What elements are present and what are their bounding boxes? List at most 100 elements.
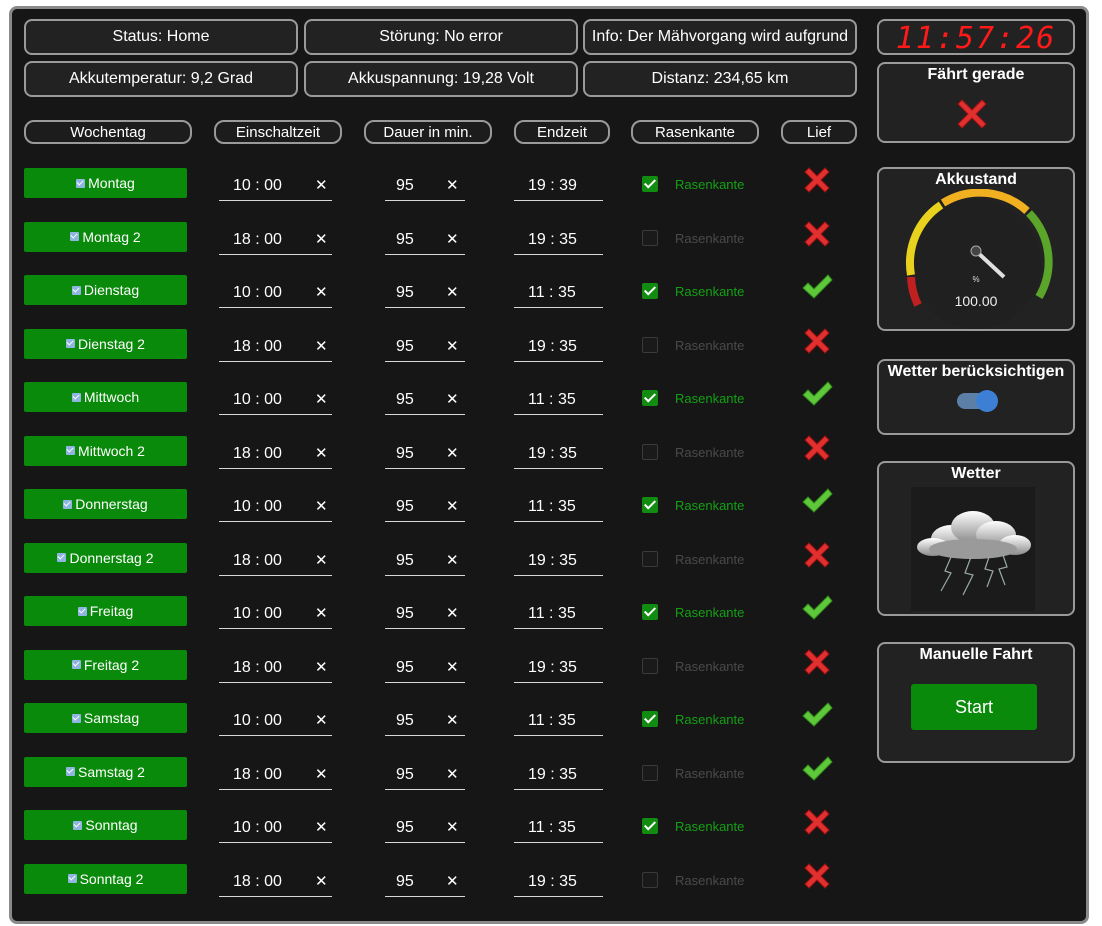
day-toggle-button[interactable]: Mittwoch 2	[24, 435, 187, 466]
clear-icon[interactable]: ✕	[446, 551, 459, 569]
clear-icon[interactable]: ✕	[446, 872, 459, 890]
clear-icon[interactable]: ✕	[315, 337, 328, 355]
clear-icon[interactable]: ✕	[446, 284, 459, 301]
duration-input[interactable]: 95 ✕	[385, 654, 465, 683]
end-time-input[interactable]: 11 : 35	[514, 493, 603, 522]
clear-icon[interactable]: ✕	[446, 391, 459, 408]
clear-icon[interactable]: ✕	[315, 819, 328, 836]
start-time-input[interactable]: 10 : 00 ✕	[219, 814, 332, 843]
clear-icon[interactable]: ✕	[315, 712, 328, 729]
clear-icon[interactable]: ✕	[315, 444, 328, 462]
duration-input[interactable]: 95 ✕	[385, 226, 465, 255]
rasenkante-checkbox[interactable]	[642, 657, 658, 674]
day-toggle-button[interactable]: Donnerstag 2	[24, 542, 187, 573]
rasenkante-checkbox[interactable]	[642, 818, 658, 834]
duration-input[interactable]: 95 ✕	[385, 279, 465, 308]
rasenkante-checkbox[interactable]	[642, 711, 658, 727]
end-time-input[interactable]: 11 : 35	[514, 707, 603, 736]
start-button[interactable]: Start	[911, 684, 1037, 730]
day-toggle-button[interactable]: Montag	[24, 168, 187, 198]
end-time-input[interactable]: 19 : 39	[514, 172, 603, 201]
duration-input[interactable]: 95 ✕	[385, 761, 465, 790]
clear-icon[interactable]: ✕	[315, 872, 328, 890]
end-time-input[interactable]: 19 : 35	[514, 761, 603, 790]
rasenkante-checkbox[interactable]	[642, 283, 658, 299]
start-time-input[interactable]: 10 : 00 ✕	[219, 493, 332, 522]
start-time-input[interactable]: 10 : 00 ✕	[219, 172, 332, 201]
duration-input[interactable]: 95 ✕	[385, 547, 465, 576]
duration-input[interactable]: 95 ✕	[385, 440, 465, 469]
duration-input[interactable]: 95 ✕	[385, 600, 465, 629]
duration-input[interactable]: 95 ✕	[385, 707, 465, 736]
clear-icon[interactable]: ✕	[446, 658, 459, 676]
start-time-input[interactable]: 18 : 00 ✕	[219, 761, 332, 790]
clear-icon[interactable]: ✕	[315, 605, 328, 622]
clear-icon[interactable]: ✕	[446, 230, 459, 248]
rasenkante-checkbox[interactable]	[642, 176, 658, 192]
clear-icon[interactable]: ✕	[446, 712, 459, 729]
rasenkante-checkbox[interactable]	[642, 550, 658, 567]
end-time-input[interactable]: 19 : 35	[514, 226, 603, 255]
end-time-input[interactable]: 19 : 35	[514, 440, 603, 469]
clear-icon[interactable]: ✕	[315, 498, 328, 515]
clear-icon[interactable]: ✕	[446, 498, 459, 515]
end-time-input[interactable]: 11 : 35	[514, 386, 603, 415]
rasenkante-checkbox[interactable]	[642, 764, 658, 781]
day-toggle-button[interactable]: Samstag 2	[24, 756, 187, 787]
day-toggle-button[interactable]: Sonntag 2	[24, 863, 187, 894]
day-toggle-button[interactable]: Mittwoch	[24, 382, 187, 412]
clear-icon[interactable]: ✕	[446, 444, 459, 462]
clear-icon[interactable]: ✕	[315, 551, 328, 569]
start-time-input[interactable]: 10 : 00 ✕	[219, 600, 332, 629]
clear-icon[interactable]: ✕	[446, 819, 459, 836]
rasenkante-checkbox[interactable]	[642, 336, 658, 353]
clear-icon[interactable]: ✕	[315, 284, 328, 301]
start-time-input[interactable]: 18 : 00 ✕	[219, 333, 332, 362]
rasenkante-checkbox[interactable]	[642, 604, 658, 620]
rasenkante-checkbox[interactable]	[642, 443, 658, 460]
duration-input[interactable]: 95 ✕	[385, 814, 465, 843]
end-time-input[interactable]: 11 : 35	[514, 600, 603, 629]
rasenkante-checkbox[interactable]	[642, 229, 658, 246]
duration-input[interactable]: 95 ✕	[385, 172, 465, 201]
start-time-input[interactable]: 18 : 00 ✕	[219, 440, 332, 469]
start-time-input[interactable]: 10 : 00 ✕	[219, 279, 332, 308]
end-time-input[interactable]: 19 : 35	[514, 333, 603, 362]
day-toggle-button[interactable]: Samstag	[24, 703, 187, 733]
duration-input[interactable]: 95 ✕	[385, 868, 465, 897]
clear-icon[interactable]: ✕	[446, 765, 459, 783]
day-toggle-button[interactable]: Montag 2	[24, 221, 187, 252]
clear-icon[interactable]: ✕	[315, 765, 328, 783]
day-toggle-button[interactable]: Freitag	[24, 596, 187, 626]
clear-icon[interactable]: ✕	[446, 337, 459, 355]
clear-icon[interactable]: ✕	[315, 230, 328, 248]
end-time-input[interactable]: 11 : 35	[514, 814, 603, 843]
start-time-input[interactable]: 18 : 00 ✕	[219, 226, 332, 255]
rasenkante-checkbox[interactable]	[642, 497, 658, 513]
day-toggle-button[interactable]: Dienstag 2	[24, 328, 187, 359]
duration-input[interactable]: 95 ✕	[385, 493, 465, 522]
clear-icon[interactable]: ✕	[446, 177, 459, 194]
clear-icon[interactable]: ✕	[315, 658, 328, 676]
start-time-input[interactable]: 18 : 00 ✕	[219, 868, 332, 897]
start-time-input[interactable]: 10 : 00 ✕	[219, 707, 332, 736]
clear-icon[interactable]: ✕	[315, 391, 328, 408]
day-toggle-button[interactable]: Freitag 2	[24, 649, 187, 680]
rasenkante-checkbox[interactable]	[642, 390, 658, 406]
end-time-input[interactable]: 19 : 35	[514, 547, 603, 576]
rasenkante-checkbox[interactable]	[642, 871, 658, 888]
duration-input[interactable]: 95 ✕	[385, 333, 465, 362]
day-toggle-button[interactable]: Dienstag	[24, 275, 187, 305]
day-toggle-button[interactable]: Donnerstag	[24, 489, 187, 519]
start-time-input[interactable]: 18 : 00 ✕	[219, 654, 332, 683]
clear-icon[interactable]: ✕	[315, 177, 328, 194]
wetter-toggle-switch[interactable]	[957, 390, 998, 412]
duration-input[interactable]: 95 ✕	[385, 386, 465, 415]
start-time-input[interactable]: 10 : 00 ✕	[219, 386, 332, 415]
end-time-input[interactable]: 19 : 35	[514, 654, 603, 683]
end-time-input[interactable]: 11 : 35	[514, 279, 603, 308]
end-time-input[interactable]: 19 : 35	[514, 868, 603, 897]
start-time-input[interactable]: 18 : 00 ✕	[219, 547, 332, 576]
clear-icon[interactable]: ✕	[446, 605, 459, 622]
day-toggle-button[interactable]: Sonntag	[24, 810, 187, 840]
